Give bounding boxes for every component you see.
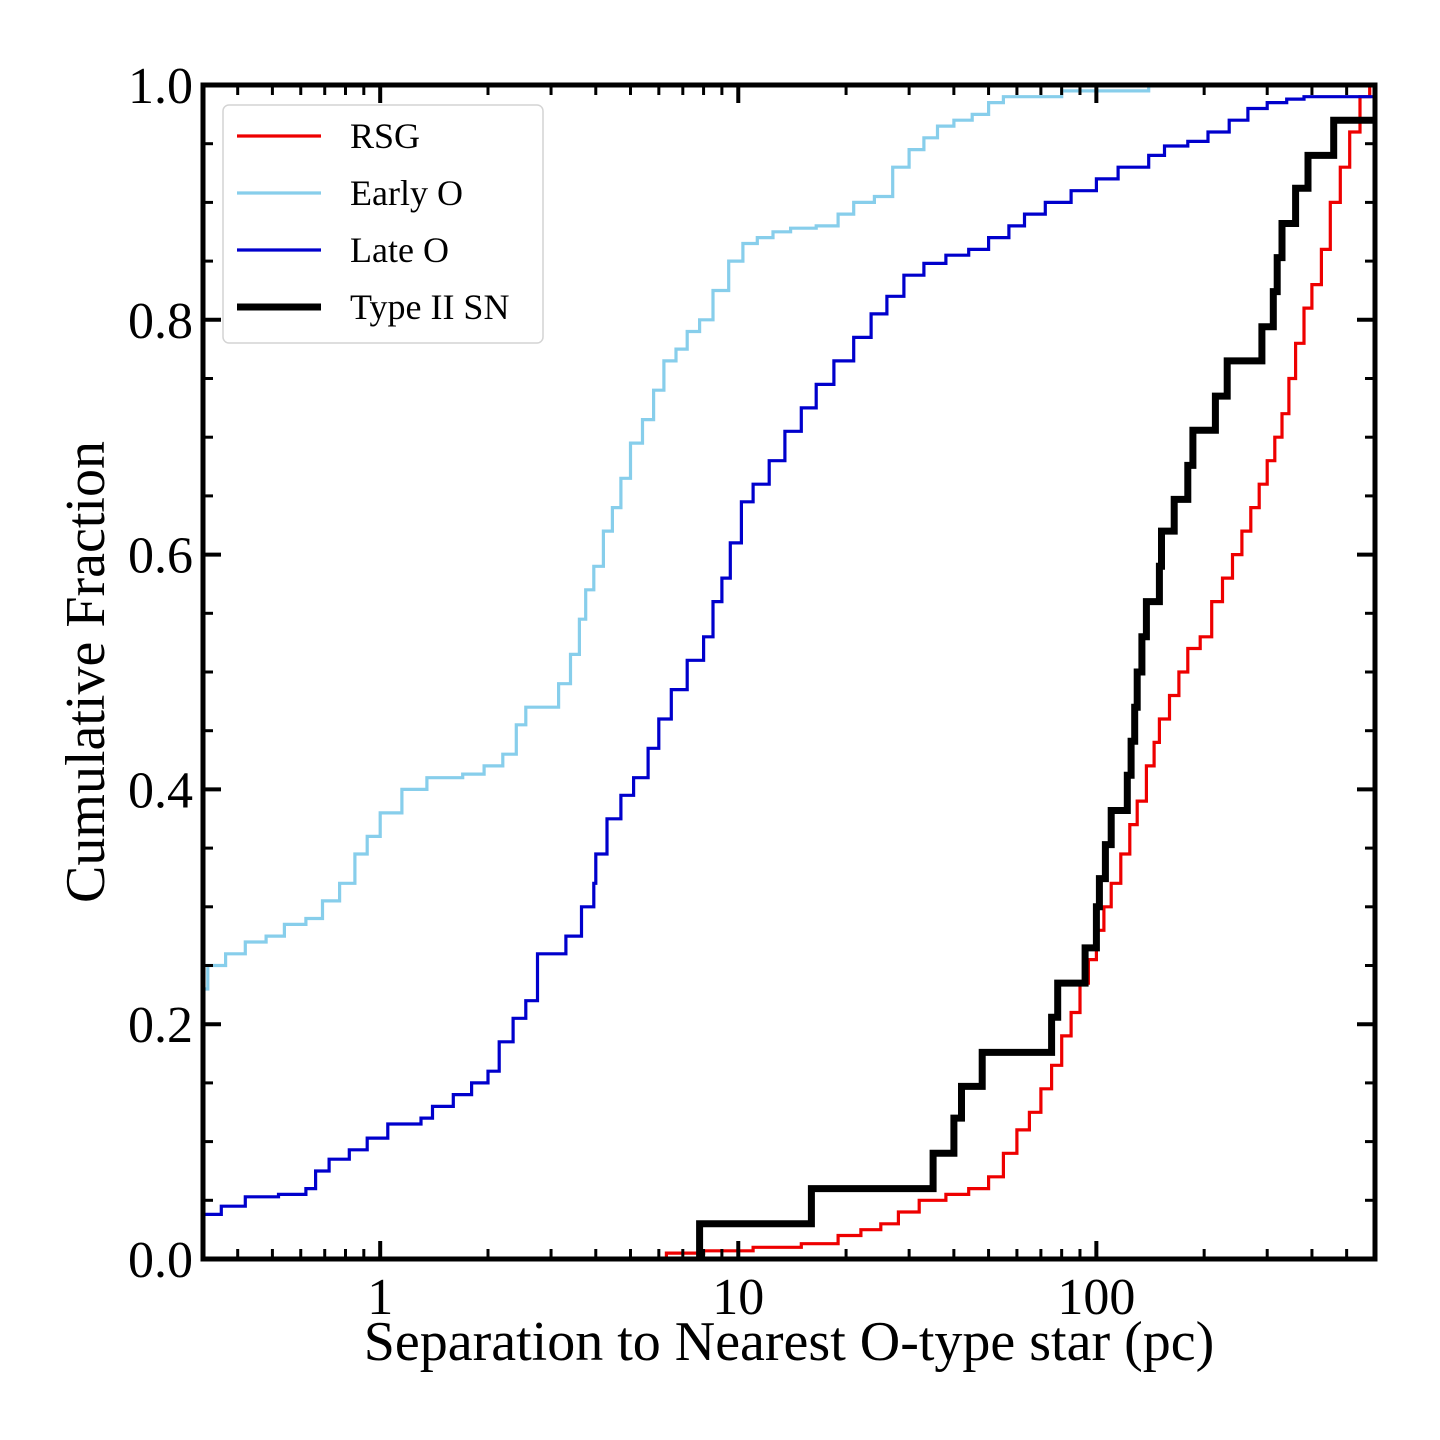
series-line-2	[203, 95, 1375, 1259]
y-tick-label: 0.4	[128, 762, 193, 819]
legend-label-0: RSG	[350, 116, 420, 156]
x-tick-label: 100	[1057, 1269, 1135, 1326]
series-layer	[203, 85, 1375, 1259]
series-line-3	[696, 116, 1375, 1259]
plot-frame	[200, 82, 1378, 1262]
y-tick-label: 0.8	[128, 293, 193, 350]
legend-box	[222, 104, 544, 344]
series-line-0	[664, 85, 1375, 1259]
series-line-1	[203, 85, 1375, 1259]
x-tick-label: 10	[712, 1269, 764, 1326]
x-tick-label: 1	[367, 1269, 393, 1326]
legend-label-2: Late O	[350, 230, 449, 270]
y-tick-label: 0.6	[128, 528, 193, 585]
legend-label-1: Early O	[350, 173, 463, 213]
y-tick-label: 1.0	[128, 58, 193, 115]
y-tick-label: 0.0	[128, 1232, 193, 1289]
labels-layer: 0.0 0.2 0.4 0.6 0.8 1.0 1 10 100	[128, 58, 1135, 1326]
x-axis-title: Separation to Nearest O-type star (pc)	[364, 1311, 1215, 1373]
y-tick-label: 0.2	[128, 997, 193, 1054]
y-axis-title: Cumulative Fraction	[55, 441, 117, 903]
legend: RSG Early O Late O Type II SN	[222, 104, 544, 344]
legend-label-3: Type II SN	[350, 287, 509, 327]
